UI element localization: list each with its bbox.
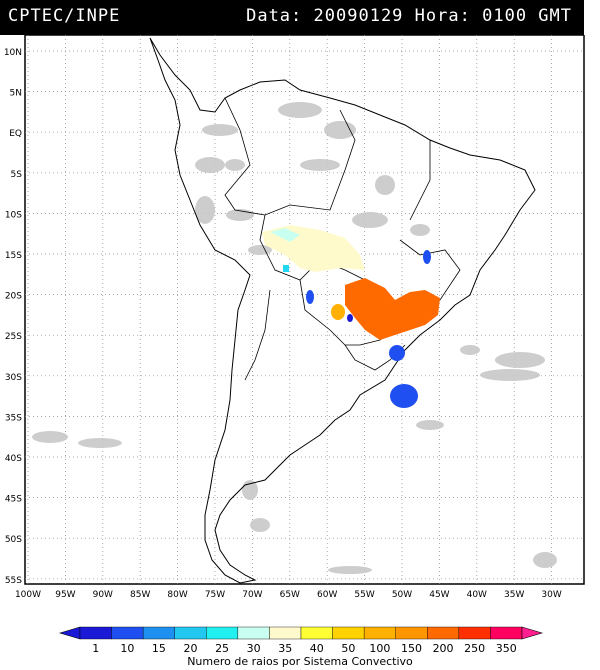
system-orange-main bbox=[345, 278, 440, 340]
hour-value: 0100 GMT bbox=[482, 6, 572, 26]
header-datetime: Data: 20090129 Hora: 0100 GMT bbox=[246, 6, 572, 26]
colorbar-swatch bbox=[300, 626, 333, 640]
hour-label: Hora: bbox=[414, 6, 471, 26]
colorbar-level-label: 1 bbox=[92, 642, 99, 655]
colorbar-level-label: 50 bbox=[341, 642, 355, 655]
lat-label: 25S bbox=[5, 332, 22, 342]
colorbar-swatch bbox=[458, 626, 491, 640]
colorbar-level-label: 10 bbox=[120, 642, 134, 655]
colorbar-level-label: 20 bbox=[184, 642, 198, 655]
colorbar-swatch bbox=[174, 626, 207, 640]
lon-label: 70W bbox=[242, 590, 262, 600]
system-blue-4 bbox=[390, 384, 418, 408]
lat-label: 50S bbox=[5, 535, 22, 545]
lon-label: 100W bbox=[15, 590, 41, 600]
lon-label: 90W bbox=[93, 590, 113, 600]
lat-label: 5S bbox=[11, 170, 23, 180]
lon-label: 85W bbox=[130, 590, 150, 600]
system-blue-1 bbox=[306, 290, 314, 304]
system-blue-2 bbox=[423, 250, 431, 264]
lon-label: 35W bbox=[504, 590, 524, 600]
map-frame bbox=[24, 35, 585, 585]
colorbar-labels: 1 10 15 20 25 30 35 40 50 100 150 200 250 350 bbox=[92, 642, 516, 655]
latitude-labels: 10N 5N EQ 5S 10S 15S 20S 25S 30S 35S 40S 45S 50S 55S bbox=[4, 48, 22, 586]
lat-label: 55S bbox=[5, 576, 22, 586]
system-blue-5 bbox=[347, 314, 353, 322]
colorbar-swatch bbox=[332, 626, 365, 640]
south-america-outline bbox=[149, 37, 536, 584]
cloud-coverage bbox=[32, 102, 557, 574]
lat-label: 10N bbox=[4, 48, 22, 58]
colorbar-swatch bbox=[395, 626, 428, 640]
colorbar-swatch bbox=[237, 626, 270, 640]
lat-label: EQ bbox=[9, 129, 22, 139]
date-label: Data: bbox=[246, 6, 303, 26]
lat-label: 20S bbox=[5, 292, 22, 302]
lon-label: 65W bbox=[280, 590, 300, 600]
colorbar-level-label: 25 bbox=[215, 642, 229, 655]
colorbar-swatch bbox=[269, 626, 302, 640]
header-bar: CPTEC/INPE Data: 20090129 Hora: 0100 GMT bbox=[0, 0, 584, 35]
lon-label: 40W bbox=[467, 590, 487, 600]
lon-label: 75W bbox=[205, 590, 225, 600]
lon-label: 30W bbox=[541, 590, 561, 600]
colorbar-swatch bbox=[427, 626, 460, 640]
colorbar-level-label: 40 bbox=[310, 642, 324, 655]
lat-label: 10S bbox=[5, 210, 22, 220]
colorbar-level-label: 30 bbox=[247, 642, 261, 655]
colorbar-max-arrow bbox=[521, 626, 544, 640]
colorbar-caption: Numero de raios por Sistema Convectivo bbox=[187, 655, 413, 668]
longitude-labels: 100W 95W 90W 85W 80W 75W 70W 65W 60W 55W 50W 45W 40W… bbox=[15, 590, 562, 600]
system-cyan bbox=[283, 265, 289, 272]
colorbar-level-label: 150 bbox=[401, 642, 422, 655]
lat-label: 40S bbox=[5, 454, 22, 464]
colorbar-swatch bbox=[111, 626, 144, 640]
lon-label: 55W bbox=[354, 590, 374, 600]
lat-label: 15S bbox=[5, 251, 22, 261]
header-title: CPTEC/INPE bbox=[8, 6, 121, 26]
lightning-systems bbox=[262, 225, 440, 408]
lightning-map: 10N5NEQ5S10S15S20S25S30S35S40S45S50S55S … bbox=[4, 35, 585, 655]
lon-label: 50W bbox=[392, 590, 412, 600]
colorbar-level-label: 350 bbox=[496, 642, 517, 655]
colorbar-swatch bbox=[79, 626, 112, 640]
date-value: 20090129 bbox=[313, 6, 404, 26]
lat-label: 35S bbox=[5, 413, 22, 423]
colorbar-level-label: 250 bbox=[464, 642, 485, 655]
colorbar-level-label: 200 bbox=[433, 642, 454, 655]
colorbar-level-label: 100 bbox=[369, 642, 390, 655]
lon-label: 95W bbox=[55, 590, 75, 600]
lon-label: 60W bbox=[317, 590, 337, 600]
colorbar-swatch bbox=[490, 626, 523, 640]
colorbar-level-label: 35 bbox=[278, 642, 292, 655]
colorbar bbox=[58, 626, 544, 640]
lat-label: 5N bbox=[10, 89, 22, 99]
system-yellow-orange bbox=[331, 304, 345, 320]
lon-label: 80W bbox=[167, 590, 187, 600]
system-blue-3 bbox=[389, 345, 405, 361]
colorbar-level-label: 15 bbox=[152, 642, 166, 655]
colorbar-swatch bbox=[206, 626, 239, 640]
lat-label: 30S bbox=[5, 373, 22, 383]
colorbar-min-arrow bbox=[58, 626, 81, 640]
colorbar-swatch bbox=[363, 626, 396, 640]
colorbar-swatch bbox=[142, 626, 175, 640]
lon-label: 45W bbox=[429, 590, 449, 600]
system-light-cyan bbox=[270, 228, 300, 242]
lat-label: 45S bbox=[5, 495, 22, 505]
